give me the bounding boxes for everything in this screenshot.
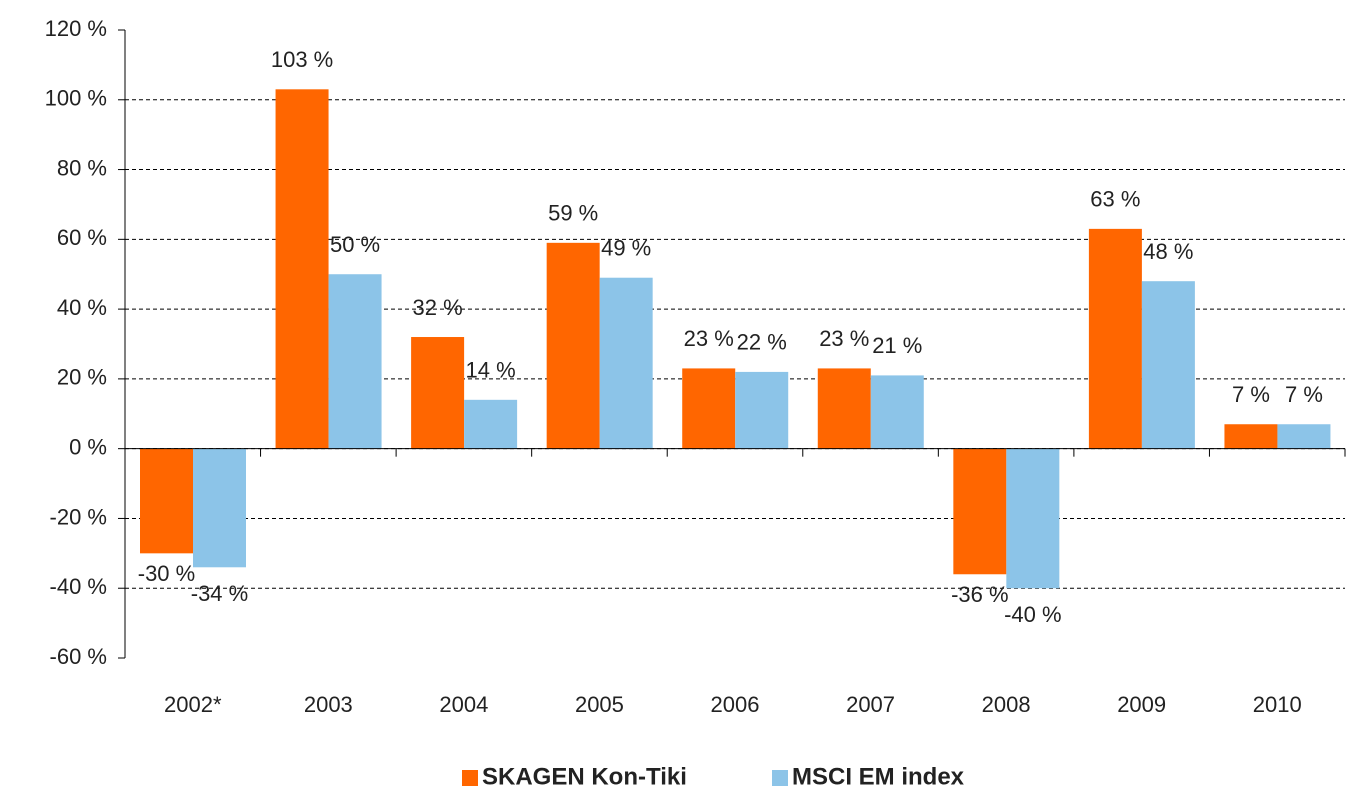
- value-label: 23 %: [819, 326, 869, 351]
- y-tick-label: 0 %: [69, 434, 107, 459]
- value-label: 23 %: [684, 326, 734, 351]
- bar: [546, 242, 600, 449]
- x-tick-label: 2002*: [164, 692, 222, 717]
- value-label: 14 %: [466, 358, 516, 383]
- value-label: 48 %: [1143, 239, 1193, 264]
- x-tick-label: 2005: [575, 692, 624, 717]
- x-tick-label: 2009: [1117, 692, 1166, 717]
- bar: [1006, 448, 1060, 589]
- bar: [870, 375, 924, 449]
- x-tick-label: 2007: [846, 692, 895, 717]
- bar: [1277, 424, 1331, 449]
- x-tick-label: 2010: [1253, 692, 1302, 717]
- y-tick-label: -60 %: [50, 644, 107, 669]
- value-label: 103 %: [271, 47, 333, 72]
- y-tick-label: 100 %: [45, 86, 107, 111]
- x-tick-label: 2008: [982, 692, 1031, 717]
- bar: [599, 277, 653, 449]
- value-label: 7 %: [1285, 382, 1323, 407]
- value-label: 63 %: [1090, 187, 1140, 212]
- bar: [411, 337, 465, 449]
- y-tick-label: -40 %: [50, 574, 107, 599]
- y-tick-label: 80 %: [57, 155, 107, 180]
- x-tick-label: 2003: [304, 692, 353, 717]
- bar: [1141, 281, 1195, 449]
- value-label: 22 %: [737, 330, 787, 355]
- y-tick-label: 60 %: [57, 225, 107, 250]
- value-label: 32 %: [413, 295, 463, 320]
- value-label: -34 %: [191, 581, 248, 606]
- bar: [1088, 228, 1142, 449]
- legend-label: SKAGEN Kon-Tiki: [482, 763, 687, 790]
- value-label: 50 %: [330, 232, 380, 257]
- bar: [817, 368, 871, 449]
- legend-swatch: [462, 770, 478, 786]
- bar: [1224, 424, 1278, 449]
- bar: [464, 399, 518, 449]
- bar: [953, 448, 1007, 575]
- bar: [328, 274, 382, 449]
- value-label: 21 %: [872, 333, 922, 358]
- x-tick-label: 2004: [439, 692, 488, 717]
- y-tick-label: 40 %: [57, 295, 107, 320]
- legend-swatch: [772, 770, 788, 786]
- bar: [275, 89, 329, 449]
- y-tick-label: 20 %: [57, 365, 107, 390]
- value-label: 59 %: [548, 201, 598, 226]
- y-tick-label: 120 %: [45, 16, 107, 41]
- bar: [140, 448, 193, 554]
- bar: [682, 368, 736, 449]
- value-label: 49 %: [601, 236, 651, 261]
- value-label: 7 %: [1232, 382, 1270, 407]
- y-tick-label: -20 %: [50, 504, 107, 529]
- value-label: -30 %: [138, 561, 195, 586]
- value-label: -36 %: [951, 582, 1008, 607]
- value-label: -40 %: [1004, 602, 1061, 627]
- bar: [735, 371, 789, 449]
- x-tick-label: 2006: [711, 692, 760, 717]
- legend-label: MSCI EM index: [792, 763, 965, 790]
- bar: [193, 448, 246, 568]
